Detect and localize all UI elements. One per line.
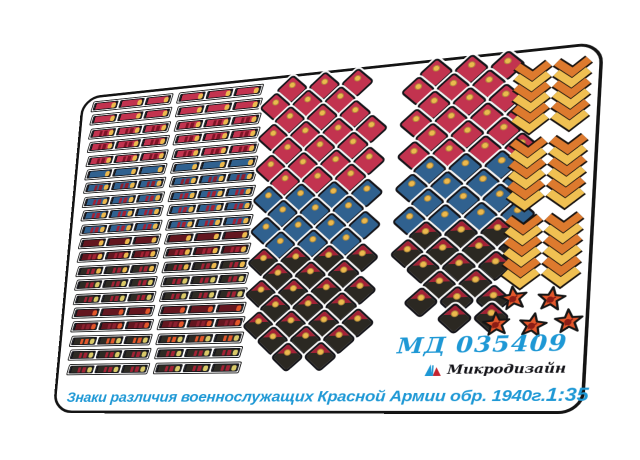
brand-logo-icon — [424, 364, 442, 377]
brand-name: Микродизайн — [446, 361, 567, 378]
brand-line: Микродизайн — [424, 361, 567, 378]
decal-sheet: МД 035409 Микродизайн Знаки различия вое… — [52, 41, 604, 415]
product-code: МД 035409 — [396, 330, 569, 360]
sheet-caption-row: Знаки различия военнослужащих Красной Ар… — [66, 385, 589, 406]
scale-label: 1:35 — [545, 384, 590, 405]
sheet-title: Знаки различия военнослужащих Красной Ар… — [66, 387, 547, 406]
